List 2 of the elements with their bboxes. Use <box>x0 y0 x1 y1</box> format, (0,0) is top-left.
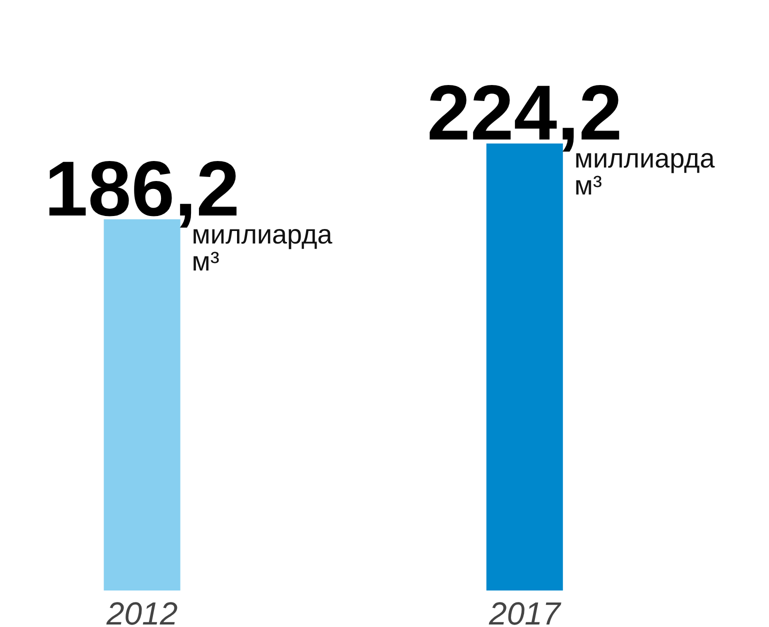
x-tick-label: 2017 <box>488 596 562 627</box>
x-tick-label: 2012 <box>105 596 178 627</box>
